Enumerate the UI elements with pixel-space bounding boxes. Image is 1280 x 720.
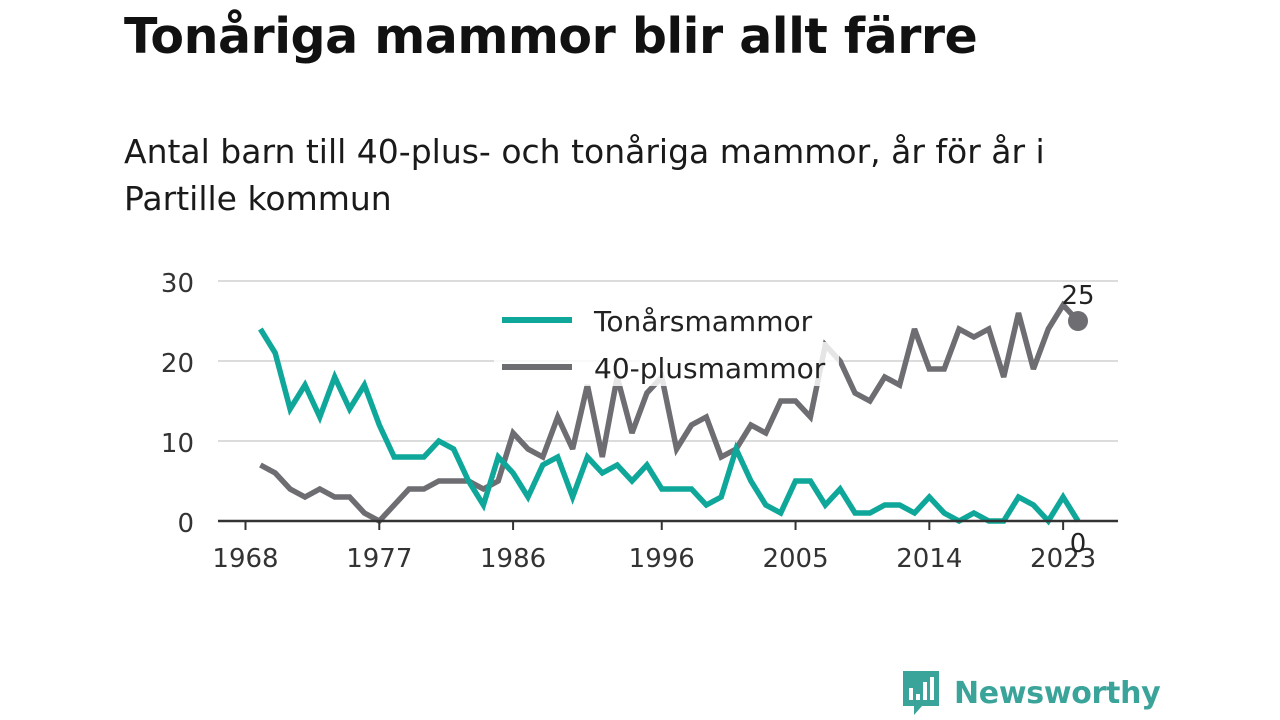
y-tick-label: 0 (177, 509, 194, 539)
x-tick-label: 2005 (762, 544, 828, 574)
x-tick-label: 1968 (212, 544, 278, 574)
x-tick-label: 1996 (629, 544, 695, 574)
legend-label: 40-plusmammor (594, 352, 826, 385)
series-lines (258, 300, 1081, 526)
logo-wordmark: Newsworthy (954, 675, 1161, 711)
y-axis-tick-labels: 0 10 20 30 (161, 269, 194, 539)
series-line-tonarsmammor (258, 327, 1081, 526)
end-label-tonarsmammor: 0 (1070, 529, 1087, 559)
x-tick-label: 1986 (480, 544, 546, 574)
chart-title: Tonåriga mammor blir allt färre (124, 8, 978, 65)
chart-subtitle: Antal barn till 40-plus- och tonåriga ma… (124, 132, 1045, 218)
legend-label: Tonårsmammor (593, 305, 813, 338)
x-axis-tick-labels: 1968 1977 1986 1996 2005 2014 2023 (212, 544, 1096, 574)
series-line-40-plusmammor (259, 300, 1081, 525)
x-axis (218, 519, 1118, 530)
y-tick-label: 10 (161, 429, 194, 459)
y-tick-label: 20 (161, 349, 194, 379)
newsworthy-logo: Newsworthy (900, 668, 1161, 718)
x-tick-label: 2014 (896, 544, 962, 574)
end-point-marker (1068, 311, 1088, 331)
y-tick-label: 30 (161, 269, 194, 299)
end-labels: 25 0 (1061, 281, 1094, 559)
x-tick-label: 1977 (346, 544, 412, 574)
legend: Tonårsmammor 40-plusmammor (494, 295, 839, 386)
end-label-40-plusmammor: 25 (1061, 281, 1094, 311)
bar-chart-speech-bubble-icon (903, 671, 939, 715)
x-tick-label: 2023 (1030, 544, 1096, 574)
